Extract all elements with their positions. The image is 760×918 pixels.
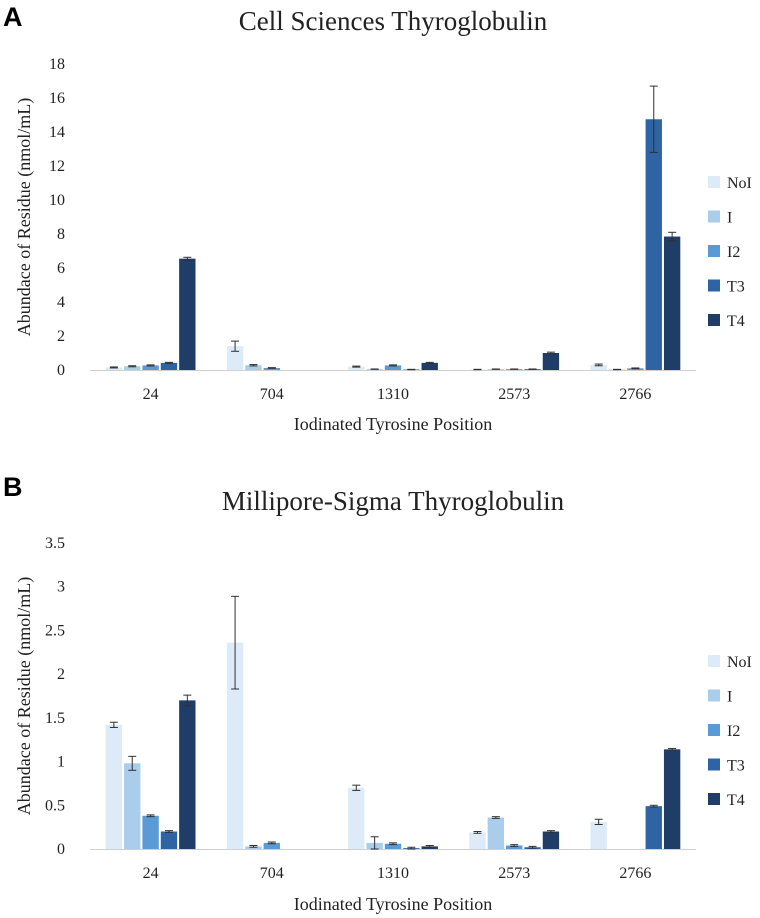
panel-a-legend-swatch-noi <box>708 176 720 188</box>
panel-b-bar-i2 <box>263 842 280 849</box>
panel-a-ytick-label: 0 <box>57 362 65 379</box>
panel-a-xtick-label: 2766 <box>619 386 651 403</box>
panel-b-ytick-label: 2 <box>57 666 65 683</box>
panel-a-ytick-label: 14 <box>49 124 65 141</box>
panel-a-letter: A <box>3 2 23 32</box>
panel-a-ylabel: Abundace of Residue (nmol/mL) <box>14 98 35 336</box>
panel-a-xtick-label: 24 <box>143 386 159 403</box>
panel-b-letter: B <box>3 472 23 502</box>
panel-a-xlabel: Iodinated Tyrosine Position <box>294 414 492 434</box>
panel-b-bar-i <box>124 763 141 849</box>
panel-b-bar-i2 <box>384 843 402 849</box>
panel-a-legend-label-noi: NoI <box>727 175 752 192</box>
panel-b-bar-t4 <box>179 700 196 849</box>
panel-b-ylabel: Abundace of Residue (nmol/mL) <box>14 577 35 815</box>
panel-b-ytick-label: 0.5 <box>45 797 65 814</box>
panel-a-bar-noi <box>226 346 244 370</box>
panel-b-bar-noi <box>469 832 486 849</box>
panel-a-bar-t4 <box>179 258 196 370</box>
panel-a-legend-swatch-t3 <box>708 279 720 292</box>
panel-a-xtick-label: 1310 <box>377 386 409 403</box>
panel-b-legend-label-t3: T3 <box>727 758 745 775</box>
panel-b-bar-t3 <box>160 831 178 849</box>
panel-a-legend-swatch-i2 <box>708 245 720 257</box>
panel-b-bar-i2 <box>142 815 159 849</box>
panel-b-xtick-label: 704 <box>260 865 284 882</box>
panel-b-ytick-label: 0 <box>57 841 65 858</box>
panel-b-bar-noi <box>226 642 244 849</box>
panel-b-legend-label-i2: I2 <box>727 723 740 740</box>
panel-a-bar-i2 <box>627 368 644 370</box>
panel-b-ytick-label: 1 <box>57 754 65 771</box>
panel-b-legend-label-noi: NoI <box>727 654 752 671</box>
panel-b-xlabel: Iodinated Tyrosine Position <box>294 894 492 914</box>
panel-b-xtick-label: 2766 <box>619 865 651 882</box>
panel-b-xtick-label: 1310 <box>377 865 409 882</box>
panel-a-bar-t4 <box>542 353 560 370</box>
panel-a-ytick-label: 18 <box>49 56 65 73</box>
panel-a-bar-noi <box>105 367 123 370</box>
panel-b-legend-swatch-i <box>708 689 720 702</box>
panel-a-legend-label-i: I <box>727 210 732 227</box>
panel-a-ytick-label: 12 <box>49 158 65 175</box>
panel-b-ytick-label: 1.5 <box>45 710 65 727</box>
panel-a-bar-noi <box>590 364 607 370</box>
panel-a-xtick-label: 704 <box>260 386 284 403</box>
panel-a-legend-label-t4: T4 <box>727 313 745 330</box>
panel-a-title: Cell Sciences Thyroglobulin <box>239 6 548 36</box>
panel-b-bar-i <box>487 817 505 849</box>
panel-b-ytick-label: 3 <box>57 579 65 596</box>
panel-b-bar-t4 <box>542 831 560 849</box>
panel-b-legend-label-i: I <box>727 689 732 706</box>
panel-a-bar-t4 <box>421 362 438 370</box>
panel-b-bar-t4 <box>663 749 681 849</box>
panel-a-xtick-label: 2573 <box>498 386 530 403</box>
panel-a-ytick-label: 6 <box>57 260 65 277</box>
panel-a-bar-i <box>124 366 141 370</box>
panel-a-ytick-label: 10 <box>49 192 65 209</box>
panel-b-legend-swatch-t4 <box>708 793 720 805</box>
panel-b-bar-i2 <box>506 845 523 849</box>
panel-b-bar-noi <box>348 787 365 849</box>
panel-a-ytick-label: 4 <box>57 294 65 311</box>
panel-b-bar-noi <box>590 821 607 849</box>
panel-a-bar-i2 <box>384 365 402 370</box>
panel-b-legend-swatch-i2 <box>708 724 720 736</box>
panel-a-bar-t4 <box>663 236 681 370</box>
panel-a-bar-t3 <box>160 362 178 370</box>
panel-a-bar-t3 <box>645 119 662 370</box>
panel-b-xtick-label: 2573 <box>498 865 530 882</box>
panel-b-ytick-label: 2.5 <box>45 622 65 639</box>
panel-a-ytick-label: 8 <box>57 226 65 243</box>
panel-a-bar-noi <box>348 366 365 370</box>
panel-a-ytick-label: 16 <box>49 90 65 107</box>
panel-b-bar-noi <box>105 724 123 849</box>
panel-a-ytick-label: 2 <box>57 328 65 345</box>
panel-a-bar-i <box>245 365 262 370</box>
panel-b-xtick-label: 24 <box>143 865 159 882</box>
panel-a-legend-label-i2: I2 <box>727 244 740 261</box>
panel-a-legend-swatch-t4 <box>708 314 720 326</box>
panel-b-ytick-label: 3.5 <box>45 535 65 552</box>
panel-b-legend-swatch-noi <box>708 655 720 667</box>
panel-b-legend-swatch-t3 <box>708 758 720 771</box>
panel-a-bar-i2 <box>142 365 159 370</box>
panel-a-bar-i2 <box>263 367 280 370</box>
panel-b-bar-t3 <box>645 806 662 849</box>
panel-b-legend-label-t4: T4 <box>727 792 745 809</box>
panel-b-title: Millipore-Sigma Thyroglobulin <box>222 486 565 516</box>
panel-a-legend-label-t3: T3 <box>727 279 745 296</box>
panel-a-legend-swatch-i <box>708 210 720 223</box>
